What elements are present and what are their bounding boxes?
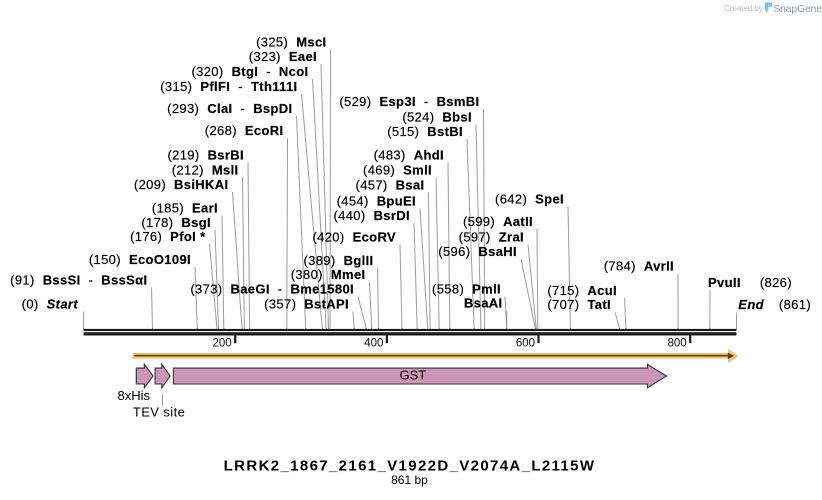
svg-text:861 bp: 861 bp <box>391 473 428 487</box>
svg-text:(357)BstAPI: (357)BstAPI <box>264 297 349 312</box>
svg-text:LRRK2_1867_2161_V1922D_V2074A_: LRRK2_1867_2161_V1922D_V2074A_L2115W <box>224 457 596 474</box>
svg-text:(320)BtgI-NcoI: (320)BtgI-NcoI <box>191 64 308 79</box>
svg-text:600: 600 <box>516 337 535 349</box>
svg-text:(315)PflFI-Tth111I: (315)PflFI-Tth111I <box>160 79 297 94</box>
svg-text:(209)BsiHKAI: (209)BsiHKAI <box>134 177 229 192</box>
svg-text:(150)EcoO109I: (150)EcoO109I <box>89 252 191 267</box>
svg-text:800: 800 <box>668 337 687 349</box>
svg-text:(596)BsaHI: (596)BsaHI <box>438 244 517 259</box>
svg-text:(0)Start: (0)Start <box>22 297 79 312</box>
svg-text:200: 200 <box>213 337 232 349</box>
svg-text:Created by: Created by <box>724 4 764 13</box>
svg-text:8xHis: 8xHis <box>118 388 151 403</box>
svg-text:GST: GST <box>400 368 427 383</box>
svg-text:SnapGene: SnapGene <box>773 4 822 15</box>
svg-text:(268)EcoRI: (268)EcoRI <box>205 123 284 138</box>
svg-text:(529)Esp3I-BsmBI: (529)Esp3I-BsmBI <box>339 94 479 109</box>
svg-text:BsaAI: BsaAI <box>464 296 503 311</box>
svg-text:(454)BpuEI: (454)BpuEI <box>337 194 416 209</box>
svg-text:400: 400 <box>364 337 383 349</box>
svg-text:(293)ClaI-BspDI: (293)ClaI-BspDI <box>167 101 292 116</box>
svg-text:TEV site: TEV site <box>133 404 185 419</box>
svg-text:(91)BssSI-BssSαI: (91)BssSI-BssSαI <box>10 273 147 288</box>
svg-text:(707)TatI: (707)TatI <box>547 297 611 312</box>
svg-text:(420)EcoRV: (420)EcoRV <box>312 230 396 245</box>
